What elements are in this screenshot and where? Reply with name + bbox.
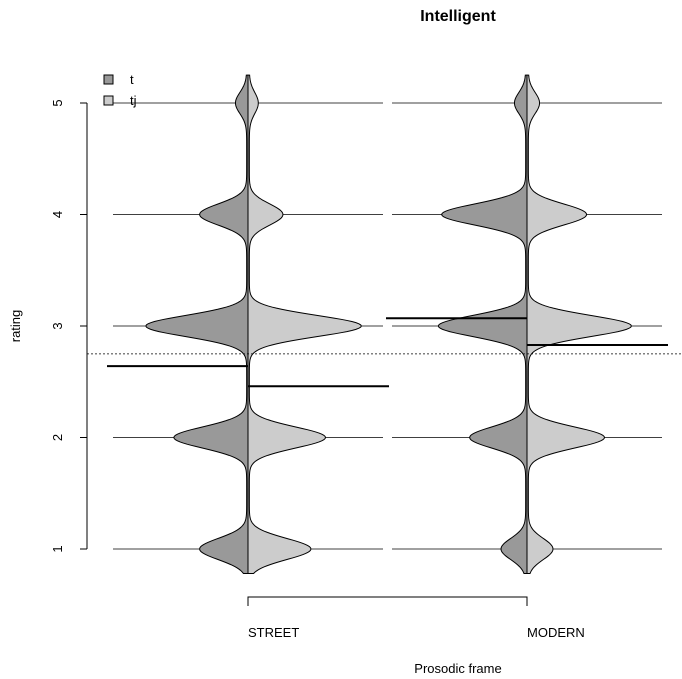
- legend-label-tj: tj: [130, 93, 137, 108]
- legend-swatch-t: [103, 74, 114, 85]
- x-tick-label: STREET: [248, 625, 299, 640]
- bean-half-t-street: [145, 74, 249, 575]
- chart-title: Intelligent: [420, 8, 496, 25]
- y-tick-label: 3: [50, 322, 65, 329]
- bean-half-tj-modern: [526, 74, 632, 575]
- x-tick-label: MODERN: [527, 625, 585, 640]
- bean-half-t-modern: [437, 74, 528, 575]
- y-tick-label: 1: [50, 545, 65, 552]
- x-axis-label: Prosodic frame: [414, 661, 501, 676]
- y-tick-label: 4: [50, 211, 65, 218]
- bean-half-tj-street: [247, 74, 362, 575]
- y-axis-label: rating: [8, 310, 23, 343]
- x-axis: STREET MODERN: [247, 596, 585, 640]
- y-axis: 1 2 3 4 5: [50, 99, 88, 553]
- legend-label-t: t: [130, 72, 134, 87]
- legend-swatch-tj: [103, 95, 114, 106]
- x-axis-line: [247, 596, 528, 606]
- bean-group: [107, 74, 668, 575]
- y-tick-label: 2: [50, 434, 65, 441]
- y-tick-label: 5: [50, 99, 65, 106]
- legend: t tj: [103, 72, 137, 108]
